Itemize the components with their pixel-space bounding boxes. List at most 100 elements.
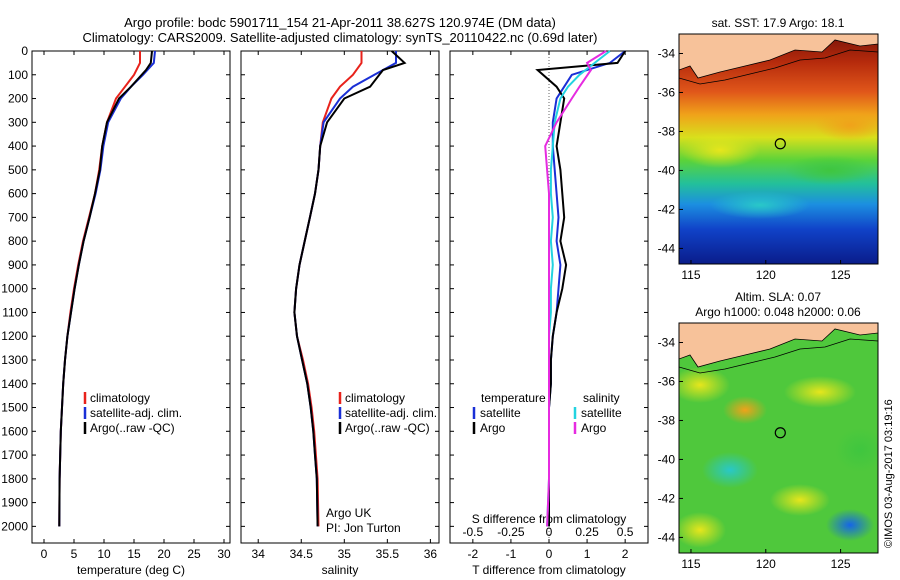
y-tick-label: 1200	[1, 329, 28, 343]
legend-title-salinity: salinity	[583, 391, 620, 405]
header-line2: Climatology: CARS2009. Satellite-adjuste…	[83, 30, 598, 45]
x-tick-label: 120	[756, 557, 776, 571]
x-tick-label: 34	[252, 547, 266, 561]
sst-anomaly	[680, 132, 760, 168]
sla-anomaly	[679, 512, 726, 548]
series-line	[58, 51, 141, 527]
y-tick-label: -40	[658, 452, 676, 466]
y-tick-label: 800	[8, 234, 28, 248]
sst-anomaly	[785, 155, 875, 185]
sla-anomaly	[826, 509, 874, 541]
sla-map-frame	[678, 322, 879, 554]
x2-tick-label: -0.5	[463, 525, 484, 539]
legend-label-argo: Argo(..raw -QC)	[345, 421, 430, 435]
x-tick-label: 0	[546, 547, 553, 561]
x2-tick-label: -0.25	[497, 525, 525, 539]
y-tick-label: 500	[8, 163, 28, 177]
sst-map-title: sat. SST: 17.9 Argo: 18.1	[712, 16, 845, 30]
y-tick-label: -42	[658, 491, 676, 505]
series-line	[58, 50, 153, 527]
legend-label-t-argo: Argo	[480, 421, 506, 435]
legend-label-s-satellite: satellite	[581, 406, 622, 420]
x-tick-label: 35.5	[376, 547, 400, 561]
y-tick-label: 1400	[1, 377, 28, 391]
sla-map: Altim. SLA: 0.07 Argo h1000: 0.048 h2000…	[658, 290, 879, 571]
y-tick-label: -36	[658, 85, 676, 99]
x-tick-label: 1	[584, 547, 591, 561]
land-australia	[679, 34, 878, 79]
y-tick-label: 1300	[1, 353, 28, 367]
y-tick-label: -34	[658, 46, 676, 60]
sla-anomaly	[835, 428, 878, 472]
x-tick-label: 0	[41, 547, 48, 561]
legend-label-satellite: satellite-adj. clim.	[345, 406, 437, 420]
difference-legend: temperature salinity satellite Argo sate…	[472, 391, 622, 435]
x2-tick-label: 0.5	[617, 525, 634, 539]
legend-title-temperature: temperature	[481, 391, 546, 405]
x-tick-label: 36	[424, 547, 438, 561]
isobath-contour	[679, 338, 878, 374]
sst-anomaly	[815, 109, 878, 141]
plot-frame	[31, 50, 231, 544]
x-axis-label: temperature (deg C)	[77, 563, 185, 577]
argo-position-marker	[774, 138, 786, 150]
x-tick-label: 25	[187, 547, 201, 561]
sla-anomaly	[770, 484, 830, 516]
x-tick-label: 30	[217, 547, 231, 561]
y-tick-label: -42	[658, 202, 676, 216]
y-tick-label: 900	[8, 258, 28, 272]
legend-label-satellite: satellite-adj. clim.	[90, 406, 182, 420]
annotation-line1: Argo UK	[326, 506, 371, 520]
legend-label-s-argo: Argo	[581, 421, 607, 435]
x-tick-label: 2	[622, 547, 629, 561]
sst-map-frame	[678, 33, 879, 265]
series-line	[293, 50, 407, 527]
x-tick-label: -1	[506, 547, 517, 561]
annotation-line2: PI: Jon Turton	[326, 521, 401, 535]
x-tick-label: -2	[468, 547, 479, 561]
y-tick-label: 0	[21, 44, 28, 58]
x-tick-label: 10	[97, 547, 111, 561]
x-tick-label: 20	[157, 547, 171, 561]
legend-label-climatology: climatology	[345, 391, 405, 405]
y-tick-label: 100	[8, 68, 28, 82]
y-tick-label: 2000	[1, 519, 28, 533]
y-tick-label: 1600	[1, 424, 28, 438]
land-australia	[679, 323, 878, 368]
series-line	[544, 50, 607, 527]
temperature-legend: climatology satellite-adj. clim. Argo(..…	[83, 391, 182, 435]
isobath-contour	[679, 49, 878, 85]
sla-map-axes: 115 120 125 -34 -36 -38 -40 -42 -44	[658, 335, 851, 571]
y-tick-label: -40	[658, 163, 676, 177]
legend-label-climatology: climatology	[90, 391, 150, 405]
y-tick-label: 300	[8, 115, 28, 129]
x-axis-label: T difference from climatology	[472, 563, 626, 577]
y-tick-label: -38	[658, 124, 676, 138]
y-tick-label: 400	[8, 139, 28, 153]
y-tick-label: 700	[8, 210, 28, 224]
y-tick-label: -34	[658, 335, 676, 349]
sla-anomaly	[723, 396, 767, 424]
sla-anomaly	[679, 367, 730, 403]
y-tick-label: -38	[658, 413, 676, 427]
legend-label-argo: Argo(..raw -QC)	[90, 421, 175, 435]
y-tick-label: -36	[658, 374, 676, 388]
y-tick-label: 1500	[1, 401, 28, 415]
x-tick-label: 15	[127, 547, 141, 561]
y-tick-label: -44	[658, 241, 676, 255]
y-tick-label: 1700	[1, 448, 28, 462]
argo-position-marker	[774, 427, 786, 439]
x-tick-label: 5	[71, 547, 78, 561]
sst-map: sat. SST: 17.9 Argo: 18.1 115 120 125 -34 -3…	[658, 16, 879, 282]
y-tick-label: -44	[658, 530, 676, 544]
sst-map-axes: 115 120 125 -34 -36 -38 -40 -42 -44	[658, 46, 851, 282]
sla-anomaly	[784, 376, 856, 408]
x-tick-label: 115	[681, 268, 700, 282]
y-tick-label: 600	[8, 187, 28, 201]
y-tick-label: 1800	[1, 472, 28, 486]
temperature-panel: 0100200300400500600700800900100011001200…	[1, 44, 231, 577]
y-tick-label: 200	[8, 92, 28, 106]
difference-panel: -2 -1 0 1 2 T difference from climatology -0.5…	[449, 50, 649, 577]
x-tick-label: 120	[756, 268, 776, 282]
